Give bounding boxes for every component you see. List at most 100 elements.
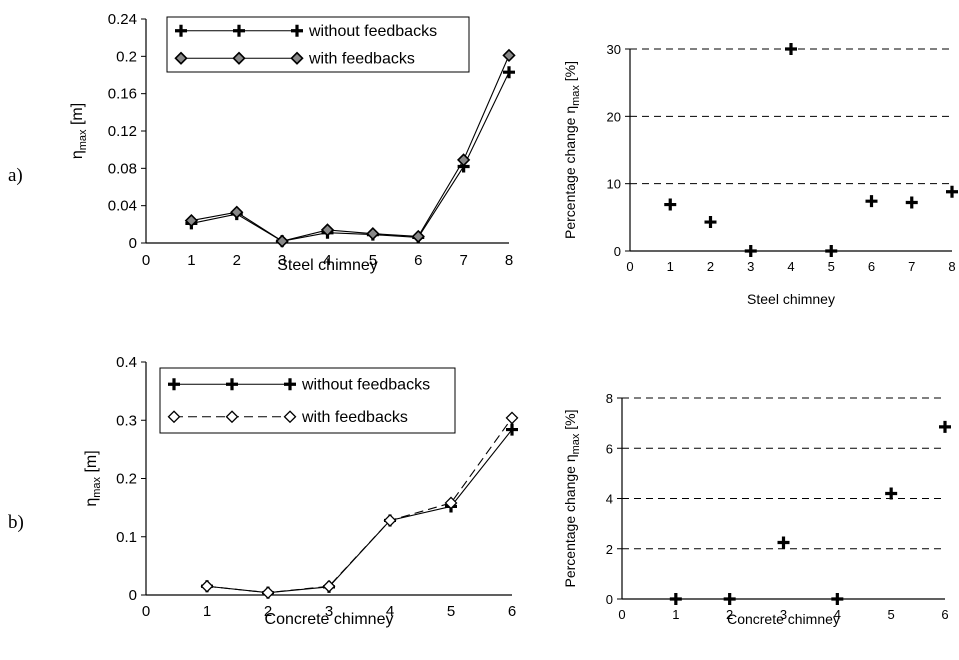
ylabel-sub: max [570, 433, 582, 454]
legend-marker [174, 51, 188, 65]
x-tick-label: 3 [780, 607, 787, 622]
legend-box [159, 367, 456, 434]
ylabel-main: η [83, 498, 100, 507]
series-line [191, 71, 510, 242]
y-tick-label: 8 [606, 391, 613, 406]
data-point [502, 48, 516, 63]
data-point [261, 586, 275, 600]
y-tick-label: 0.3 [116, 412, 137, 429]
y-tick-label: 30 [607, 42, 621, 57]
y-tick-label: 0.1 [116, 529, 137, 546]
ylabel-main: η [69, 150, 86, 159]
data-point [230, 205, 244, 219]
y-tick-label: 0.08 [108, 160, 137, 177]
data-point [939, 420, 951, 433]
x-tick-label: 4 [323, 252, 331, 269]
data-point [905, 196, 918, 209]
data-point [723, 593, 736, 605]
data-point [664, 198, 677, 211]
data-point [785, 43, 797, 55]
y-tick-label: 6 [606, 441, 613, 456]
x-tick-label: 4 [787, 259, 794, 274]
x-tick-label: 4 [386, 603, 394, 620]
x-axis-label: Steel chimney [277, 257, 378, 274]
x-tick-label: 2 [264, 603, 272, 620]
legend-marker [291, 24, 303, 37]
ylabel-sub: max [570, 85, 582, 106]
x-tick-label: 5 [828, 259, 835, 274]
y-tick-label: 2 [606, 542, 613, 557]
ylabel-unit: [m] [69, 103, 86, 130]
x-tick-label: 5 [888, 607, 895, 622]
series-line [206, 429, 513, 594]
legend-marker [225, 410, 239, 424]
x-axis-label: Concrete chimney [727, 611, 840, 627]
y-tick-label: 0.2 [116, 48, 137, 65]
chart-steel-percentage: 0 10 20 30 0 1 2 3 4 5 6 7 8 Steel chimney Percentage … [562, 42, 958, 307]
legend-entry: with feedbacks [308, 50, 415, 67]
x-tick-label: 1 [203, 603, 211, 620]
y-tick-label: 0 [129, 587, 137, 604]
y-axis-label: ηmax [m] [83, 450, 103, 506]
data-point [865, 195, 878, 208]
data-point [825, 245, 838, 257]
y-tick-label: 0.12 [108, 123, 137, 140]
y-tick-label: 0.4 [116, 354, 137, 371]
x-tick-label: 5 [447, 603, 455, 620]
legend-marker [168, 378, 180, 391]
chart-steel-eta: 0 0.04 0.08 0.12 0.16 0.2 0.24 0 1 2 3 4 5 6 7 8 Steel c… [69, 11, 516, 274]
x-tick-label: 6 [508, 603, 516, 620]
data-point [503, 66, 515, 79]
x-tick-label: 1 [187, 252, 195, 269]
data-point [200, 579, 214, 593]
x-tick-label: 4 [834, 607, 841, 622]
x-tick-label: 6 [868, 259, 875, 274]
x-tick-label: 7 [459, 252, 467, 269]
data-point [444, 496, 458, 510]
y-tick-label: 0.16 [108, 86, 137, 103]
x-tick-label: 0 [618, 607, 625, 622]
legend: without feedbacks with feedbacks [159, 367, 456, 434]
chart-concrete-percentage: 0 2 4 6 8 0 1 2 3 4 5 6 Concrete chimney Percentage c… [562, 391, 951, 627]
data-point [184, 213, 199, 228]
ylabel-main: Percentage change η [562, 454, 578, 587]
x-tick-label: 5 [369, 252, 377, 269]
data-point [885, 487, 898, 500]
x-tick-label: 7 [908, 259, 915, 274]
legend: without feedbacks with feedbacks [166, 16, 470, 73]
legend-marker [284, 378, 296, 391]
panel-label-a: a) [8, 165, 23, 186]
y-axis-label: ηmax [m] [69, 103, 89, 159]
data-point [411, 229, 425, 244]
x-axis-label: Steel chimney [747, 291, 835, 307]
legend-marker [232, 51, 246, 65]
y-tick-label: 0 [606, 592, 613, 607]
data-point [744, 245, 757, 257]
legend-marker [167, 410, 181, 424]
data-point [777, 536, 790, 549]
y-tick-label: 0 [129, 235, 137, 252]
legend-marker [226, 378, 238, 391]
x-tick-label: 2 [707, 259, 714, 274]
ylabel-sub: max [77, 129, 89, 150]
x-tick-label: 3 [278, 252, 286, 269]
series-line [191, 55, 510, 242]
ylabel-unit: [m] [83, 450, 100, 477]
ylabel-sub: max [91, 476, 103, 497]
series-line [206, 417, 513, 594]
panel-label-b: b) [8, 512, 24, 533]
x-tick-label: 1 [672, 607, 679, 622]
data-point [704, 216, 717, 229]
y-tick-label: 20 [607, 109, 621, 124]
legend-entry: with feedbacks [301, 409, 408, 426]
x-axis-label: Concrete chimney [265, 611, 394, 628]
x-tick-label: 6 [941, 607, 948, 622]
x-tick-label: 2 [726, 607, 733, 622]
legend-marker [233, 24, 245, 37]
x-tick-label: 2 [233, 252, 241, 269]
ylabel-unit: [%] [562, 61, 578, 85]
y-tick-label: 0 [614, 244, 621, 259]
y-tick-label: 0.24 [108, 11, 137, 28]
data-point [383, 514, 397, 527]
